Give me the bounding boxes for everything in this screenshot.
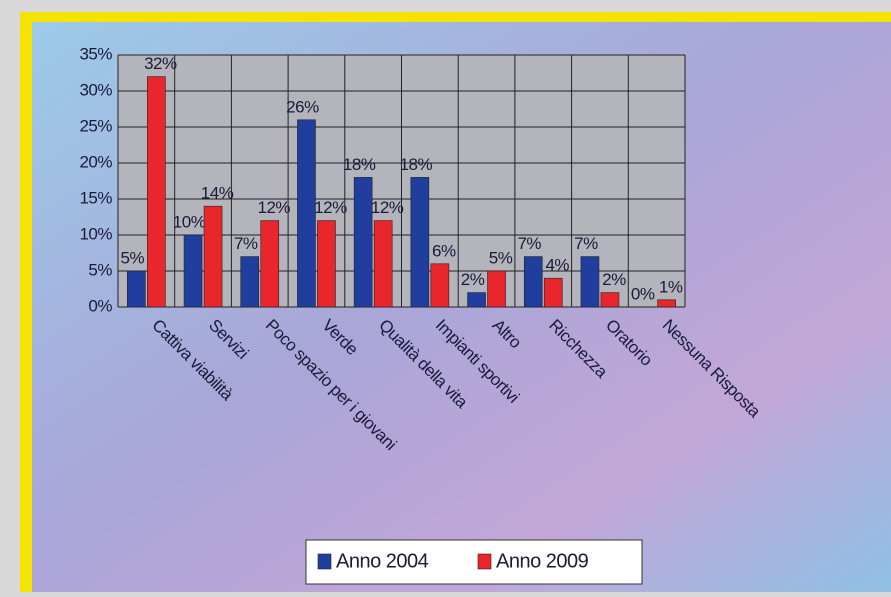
y-tick-label: 10% xyxy=(79,224,112,243)
bar xyxy=(297,119,316,308)
bar xyxy=(373,220,393,308)
value-label: 0% xyxy=(631,284,655,303)
bar xyxy=(487,270,506,308)
legend-label: Anno 2004 xyxy=(336,550,429,572)
bar xyxy=(353,177,373,308)
bar xyxy=(183,234,203,308)
value-label: 18% xyxy=(400,155,433,174)
y-tick-label: 15% xyxy=(79,188,112,207)
value-label: 18% xyxy=(343,155,376,174)
y-tick-label: 0% xyxy=(88,296,112,315)
value-label: 7% xyxy=(517,234,541,253)
y-tick-label: 30% xyxy=(79,80,112,99)
bar xyxy=(523,256,543,308)
value-label: 1% xyxy=(659,277,683,296)
value-label: 7% xyxy=(574,234,598,253)
value-label: 7% xyxy=(234,234,258,253)
value-label: 5% xyxy=(489,248,513,267)
y-tick-label: 35% xyxy=(79,44,112,63)
value-label: 12% xyxy=(257,198,290,217)
y-tick-label: 20% xyxy=(79,152,112,171)
legend-swatch xyxy=(317,553,332,570)
value-label: 4% xyxy=(545,256,569,275)
bar xyxy=(203,205,223,308)
value-label: 12% xyxy=(371,198,404,217)
value-label: 2% xyxy=(602,270,626,289)
bar xyxy=(147,76,166,308)
legend-swatch xyxy=(477,553,492,570)
vertical-grid xyxy=(117,55,686,307)
bar xyxy=(657,299,676,308)
y-tick-label: 25% xyxy=(79,116,112,135)
legend-label: Anno 2009 xyxy=(496,550,589,572)
bar xyxy=(410,177,430,308)
value-label: 6% xyxy=(432,241,456,260)
bar xyxy=(127,270,146,308)
bar xyxy=(317,220,336,308)
y-tick-label: 5% xyxy=(88,260,112,279)
value-label: 5% xyxy=(121,248,145,267)
value-label: 10% xyxy=(173,212,206,231)
bar xyxy=(580,256,600,308)
bar xyxy=(467,292,486,308)
value-label: 14% xyxy=(201,184,234,203)
bar xyxy=(543,277,563,308)
value-label: 32% xyxy=(144,54,177,73)
value-label: 26% xyxy=(286,97,319,116)
legend-box xyxy=(305,539,643,585)
bar xyxy=(600,292,620,308)
value-label: 12% xyxy=(314,198,347,217)
bar xyxy=(260,220,280,308)
bar xyxy=(430,263,450,308)
value-label: 2% xyxy=(461,270,485,289)
bar xyxy=(240,256,260,308)
